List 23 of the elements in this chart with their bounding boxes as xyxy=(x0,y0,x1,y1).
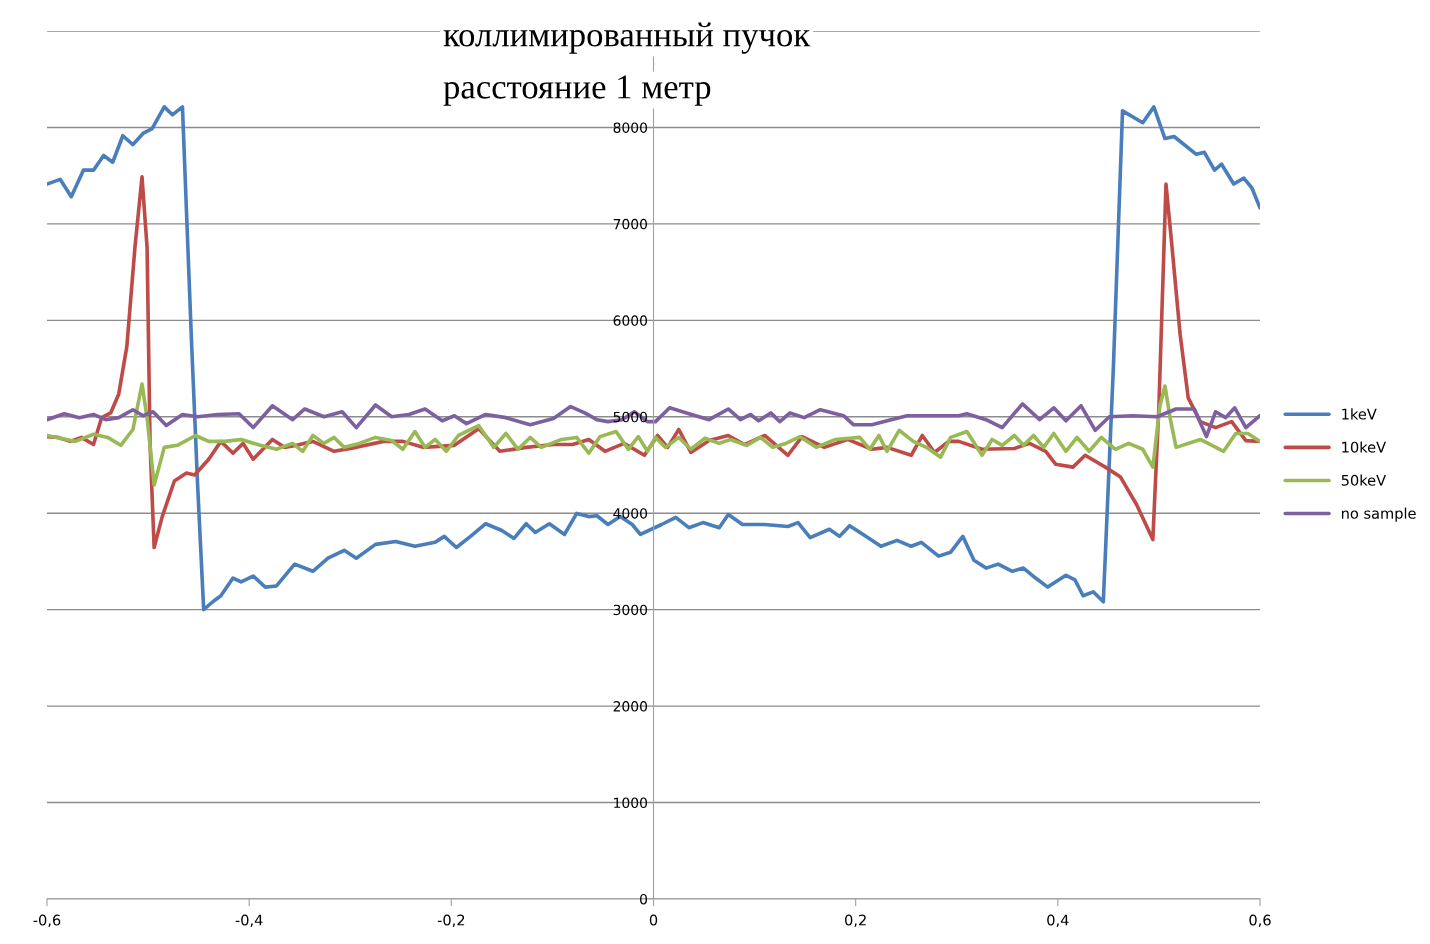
legend-label: 50keV xyxy=(1341,474,1386,486)
y-tick-label: 2000 xyxy=(613,701,648,712)
y-tick-label: 4000 xyxy=(613,508,648,519)
legend-label: 10keV xyxy=(1342,441,1386,453)
text: расстояние 1 метр xyxy=(443,75,711,106)
x-tick-label: 0,2 xyxy=(845,914,866,928)
y-tick-label: 7000 xyxy=(613,218,648,230)
x-tick-label: 0,6 xyxy=(1249,914,1271,928)
legend-label: 1keV xyxy=(1342,408,1377,420)
y-tick-label: 1000 xyxy=(614,797,648,809)
legend-label: no sample xyxy=(1342,507,1416,522)
y-tick-label: 0 xyxy=(640,893,648,905)
x-tick-label: -0,4 xyxy=(235,914,263,928)
x-tick-label: 0,4 xyxy=(1047,914,1069,928)
y-tick-label: 6000 xyxy=(613,315,648,326)
y-tick-label: 3000 xyxy=(613,604,648,616)
chart-title: коллимированный пучок xyxy=(443,22,811,54)
y-tick-label: 8000 xyxy=(613,122,648,133)
x-tick-label: -0,2 xyxy=(437,914,465,928)
line-series xyxy=(47,382,1260,487)
x-tick-label: 0 xyxy=(649,914,658,926)
x-tick-label: -0,6 xyxy=(33,914,61,928)
line-series xyxy=(47,402,1260,439)
